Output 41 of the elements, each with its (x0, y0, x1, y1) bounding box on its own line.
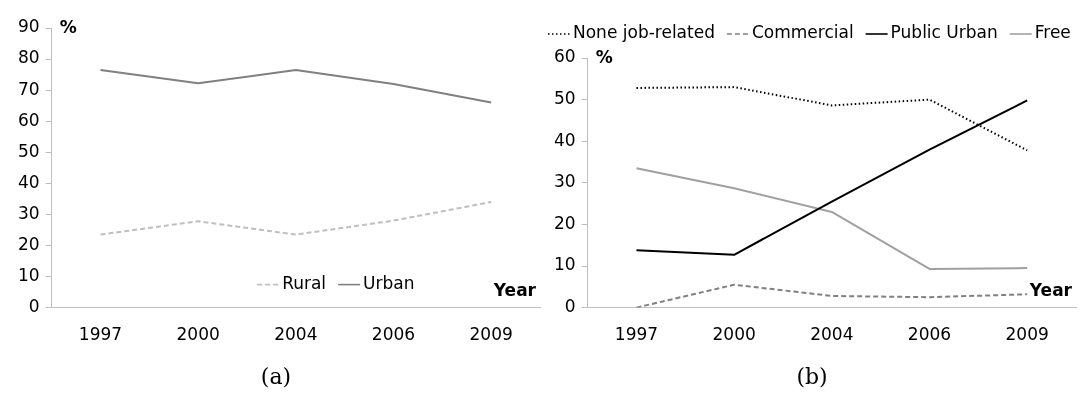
text: (b) (795, 364, 829, 389)
y-tick-label: 40 (17, 171, 40, 192)
y-tick-label: 20 (17, 233, 40, 254)
y-tick-label: 80 (17, 47, 40, 68)
y-tick-label: 60 (17, 109, 40, 130)
x-axis-title: Year (1028, 279, 1073, 300)
line-series (635, 283, 1029, 308)
y-tick-label: 20 (553, 212, 576, 233)
y-tick-label: 10 (17, 264, 40, 285)
y-tick-label: 10 (553, 254, 576, 275)
y-axis-title: % (59, 16, 77, 37)
y-tick-label: 90 (17, 16, 40, 37)
legend-label: Urban (363, 273, 415, 294)
y-tick-label: 0 (564, 296, 576, 317)
legend-label: Free (1034, 22, 1071, 43)
x-tick-label: 1997 (78, 324, 123, 345)
x-tick-label: 2009 (1005, 324, 1049, 345)
y-tick-label: 70 (17, 78, 40, 99)
y-tick-label: 50 (17, 140, 40, 161)
x-tick-label: 2009 (469, 324, 513, 345)
y-tick-label: 0 (28, 296, 40, 317)
y-tick-label: 40 (553, 129, 576, 150)
x-tick-label: 1997 (614, 324, 659, 345)
text: (a) (259, 364, 293, 389)
y-tick-label: 30 (17, 202, 40, 223)
y-tick-label: 30 (553, 171, 576, 192)
x-tick-label: 2004 (274, 324, 318, 345)
x-tick-label: 2006 (907, 324, 952, 345)
y-tick-label: 60 (553, 46, 576, 67)
x-tick-label: 2000 (712, 324, 756, 345)
y-axis-title: % (595, 46, 613, 67)
line-series (99, 200, 493, 236)
x-axis-title: Year (492, 279, 537, 300)
legend-label: Public Urban (890, 22, 998, 43)
x-tick-label: 2000 (176, 324, 220, 345)
legend-label: Commercial (751, 22, 854, 43)
x-tick-label: 2004 (810, 324, 854, 345)
y-tick-label: 50 (553, 88, 576, 109)
x-tick-label: 2006 (371, 324, 416, 345)
legend-label: Rural (282, 273, 327, 294)
legend-label: None job-related (573, 22, 715, 43)
